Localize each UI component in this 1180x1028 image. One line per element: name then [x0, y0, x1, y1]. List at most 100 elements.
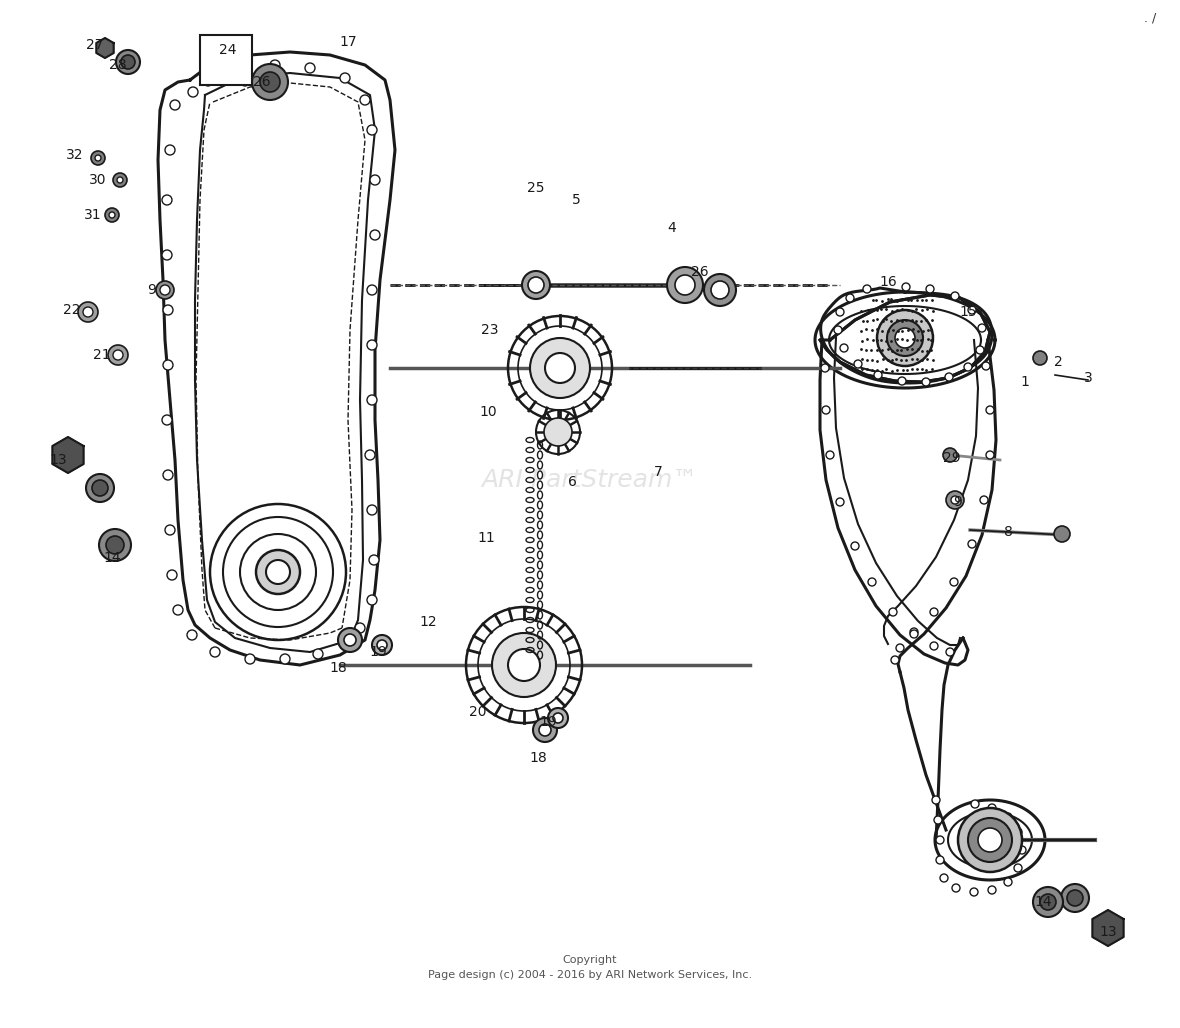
Text: 9: 9	[148, 283, 157, 297]
Circle shape	[868, 578, 876, 586]
Circle shape	[951, 292, 959, 300]
Circle shape	[851, 542, 859, 550]
Circle shape	[1018, 846, 1025, 854]
Circle shape	[968, 540, 976, 548]
Circle shape	[896, 644, 904, 652]
Circle shape	[280, 654, 290, 664]
Circle shape	[270, 60, 280, 70]
Text: 6: 6	[568, 475, 577, 489]
Circle shape	[840, 344, 848, 352]
Circle shape	[369, 555, 379, 565]
Circle shape	[109, 212, 114, 218]
Circle shape	[704, 274, 736, 306]
Text: 19: 19	[369, 645, 387, 659]
Circle shape	[1099, 919, 1117, 937]
Text: 12: 12	[419, 615, 437, 629]
Text: 4: 4	[668, 221, 676, 235]
Circle shape	[527, 277, 544, 293]
Circle shape	[978, 324, 986, 332]
Text: 28: 28	[110, 58, 126, 72]
Polygon shape	[52, 437, 84, 473]
Circle shape	[313, 649, 323, 659]
Circle shape	[533, 718, 557, 742]
Circle shape	[371, 175, 380, 185]
Circle shape	[210, 647, 219, 657]
Circle shape	[946, 648, 953, 656]
Circle shape	[165, 525, 175, 535]
Text: 17: 17	[339, 35, 356, 49]
Circle shape	[492, 633, 556, 697]
Text: ARI PartStream™: ARI PartStream™	[481, 468, 699, 492]
Circle shape	[163, 305, 173, 315]
Circle shape	[834, 326, 843, 334]
Text: 10: 10	[479, 405, 497, 419]
Circle shape	[367, 285, 376, 295]
Text: 3: 3	[1083, 371, 1093, 386]
Text: 23: 23	[481, 323, 499, 337]
Circle shape	[545, 353, 575, 383]
Circle shape	[337, 628, 362, 652]
Circle shape	[926, 285, 935, 293]
Circle shape	[106, 536, 124, 554]
Circle shape	[241, 78, 249, 86]
Circle shape	[1040, 894, 1056, 910]
Circle shape	[712, 281, 729, 299]
Text: 24: 24	[219, 43, 237, 57]
Circle shape	[371, 230, 380, 240]
Text: 5: 5	[571, 193, 581, 207]
Circle shape	[86, 474, 114, 502]
Circle shape	[958, 808, 1022, 872]
Circle shape	[204, 78, 212, 86]
Circle shape	[509, 649, 540, 681]
Circle shape	[887, 320, 923, 356]
Circle shape	[553, 713, 563, 723]
Circle shape	[186, 630, 197, 640]
Text: 29: 29	[943, 451, 961, 465]
Circle shape	[1054, 526, 1070, 542]
Circle shape	[105, 208, 119, 222]
Circle shape	[122, 56, 135, 69]
Circle shape	[1032, 887, 1063, 917]
Text: 19: 19	[539, 715, 557, 729]
Circle shape	[945, 373, 953, 381]
Circle shape	[936, 856, 944, 864]
Circle shape	[163, 470, 173, 480]
Circle shape	[530, 338, 590, 398]
Text: 14: 14	[103, 551, 120, 565]
Circle shape	[96, 155, 101, 161]
Text: 1: 1	[1021, 375, 1029, 389]
Circle shape	[952, 884, 961, 892]
Circle shape	[117, 177, 123, 183]
Circle shape	[863, 285, 871, 293]
Circle shape	[930, 642, 938, 650]
FancyBboxPatch shape	[199, 35, 253, 85]
Circle shape	[367, 125, 376, 135]
Circle shape	[188, 87, 198, 97]
Circle shape	[256, 550, 300, 594]
Circle shape	[675, 276, 695, 295]
Circle shape	[970, 888, 978, 896]
Circle shape	[253, 64, 288, 100]
Circle shape	[971, 800, 979, 808]
Circle shape	[968, 818, 1012, 862]
Circle shape	[1061, 884, 1089, 912]
Circle shape	[932, 796, 940, 804]
Circle shape	[950, 578, 958, 586]
Circle shape	[826, 451, 834, 458]
Circle shape	[544, 418, 572, 446]
Circle shape	[360, 95, 371, 105]
Text: 15: 15	[959, 305, 977, 319]
Text: 14: 14	[1034, 895, 1051, 909]
Circle shape	[156, 281, 173, 299]
Circle shape	[162, 415, 172, 425]
Circle shape	[936, 836, 944, 844]
Circle shape	[170, 100, 181, 110]
Text: 18: 18	[329, 661, 347, 675]
Circle shape	[113, 173, 127, 187]
Circle shape	[367, 395, 376, 405]
Circle shape	[372, 635, 392, 655]
Circle shape	[986, 406, 994, 414]
Circle shape	[1067, 890, 1083, 906]
Circle shape	[940, 874, 948, 882]
Circle shape	[162, 195, 172, 205]
